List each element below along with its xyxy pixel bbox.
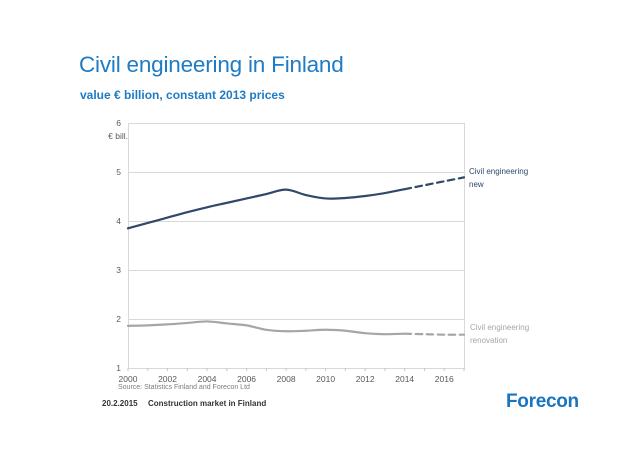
series-label-renovation-line2: renovation bbox=[470, 335, 508, 345]
series-line-renovation bbox=[126, 320, 406, 336]
x-tick-label-2008: 2008 bbox=[277, 374, 296, 384]
y-tick-label-1: 1 bbox=[116, 363, 121, 373]
x-tick-label-2002: 2002 bbox=[158, 374, 177, 384]
series-line-renovation-forecast bbox=[403, 332, 466, 336]
page-subtitle: value € billion, constant 2013 prices bbox=[80, 88, 285, 102]
x-tick-label-2004: 2004 bbox=[198, 374, 217, 384]
y-tick-label-4: 4 bbox=[116, 216, 121, 226]
x-tick-label-2012: 2012 bbox=[356, 374, 375, 384]
series-line-new-forecast bbox=[403, 176, 466, 191]
x-tick-label-2000: 2000 bbox=[119, 374, 138, 384]
x-tick-label-2016: 2016 bbox=[435, 374, 454, 384]
y-tick-label-5: 5 bbox=[116, 167, 121, 177]
y-axis-unit-label: € bill. bbox=[108, 131, 128, 141]
y-tick-label-2: 2 bbox=[116, 314, 121, 324]
series-line-new bbox=[126, 188, 406, 230]
x-tick-label-2006: 2006 bbox=[237, 374, 256, 384]
source-note: Source: Statistics Finland and Forecon L… bbox=[118, 384, 250, 391]
page-title: Civil engineering in Finland bbox=[79, 52, 344, 77]
x-tick-label-2010: 2010 bbox=[316, 374, 335, 384]
x-tick-label-2014: 2014 bbox=[395, 374, 414, 384]
plot-border bbox=[128, 123, 465, 369]
footer-date: 20.2.2015 bbox=[102, 399, 138, 408]
y-tick-label-6: 6 bbox=[116, 118, 121, 128]
forecon-logo: Forecon bbox=[506, 391, 579, 412]
series-label-new-line1: Civil engineering bbox=[469, 167, 529, 176]
series-label-renovation-line1: Civil engineering bbox=[470, 323, 530, 332]
series-label-new-line2: new bbox=[469, 179, 484, 189]
series-label-renovation: Civil engineering renovation bbox=[470, 322, 529, 347]
footer-title: Construction market in Finland bbox=[148, 399, 267, 408]
y-tick-label-3: 3 bbox=[116, 265, 121, 275]
series-label-new: Civil engineering new bbox=[469, 166, 528, 191]
